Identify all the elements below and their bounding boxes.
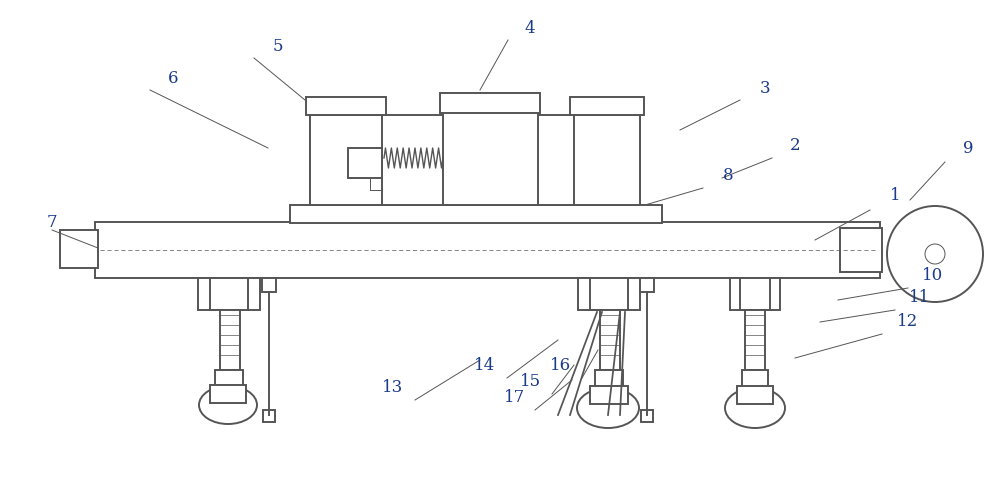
Bar <box>60 230 98 268</box>
Bar <box>740 278 770 310</box>
Bar <box>640 278 654 292</box>
Bar <box>198 278 260 310</box>
Ellipse shape <box>199 386 257 424</box>
Text: 9: 9 <box>963 139 973 157</box>
Bar <box>310 115 640 205</box>
Bar <box>570 97 644 115</box>
Text: 12: 12 <box>897 313 919 330</box>
Bar <box>595 370 623 388</box>
Bar <box>210 278 248 310</box>
Text: 10: 10 <box>922 267 944 283</box>
Bar <box>730 278 780 310</box>
Bar <box>290 205 662 223</box>
Text: 15: 15 <box>519 374 541 390</box>
Bar <box>306 97 386 115</box>
Circle shape <box>925 244 945 264</box>
Text: 3: 3 <box>760 80 770 97</box>
Text: 5: 5 <box>273 37 283 55</box>
Text: 6: 6 <box>168 70 178 86</box>
Bar <box>210 385 246 403</box>
Text: 4: 4 <box>525 20 535 36</box>
Bar <box>220 310 240 370</box>
Bar <box>574 115 640 205</box>
Text: 17: 17 <box>504 389 526 407</box>
Ellipse shape <box>577 388 639 428</box>
Bar <box>590 278 628 310</box>
Bar <box>440 93 540 113</box>
Bar <box>840 228 882 272</box>
Ellipse shape <box>725 388 785 428</box>
Bar <box>348 148 382 178</box>
Text: 8: 8 <box>723 166 733 184</box>
Text: 13: 13 <box>382 380 404 397</box>
Bar <box>262 278 276 292</box>
Text: 2: 2 <box>790 136 800 154</box>
Text: 11: 11 <box>909 290 931 306</box>
Text: 14: 14 <box>474 357 496 375</box>
Bar <box>745 310 765 370</box>
Bar <box>310 115 382 205</box>
Bar <box>742 370 768 388</box>
Bar <box>578 278 640 310</box>
Bar <box>600 310 620 370</box>
Bar <box>590 386 628 404</box>
Bar <box>443 103 538 205</box>
Circle shape <box>887 206 983 302</box>
Bar <box>263 410 275 422</box>
Bar <box>215 370 243 388</box>
Text: 16: 16 <box>549 357 571 375</box>
Bar <box>641 410 653 422</box>
Bar <box>95 222 880 278</box>
Text: 7: 7 <box>47 214 57 230</box>
Bar <box>737 386 773 404</box>
Bar <box>310 188 640 205</box>
Text: 1: 1 <box>890 187 900 203</box>
